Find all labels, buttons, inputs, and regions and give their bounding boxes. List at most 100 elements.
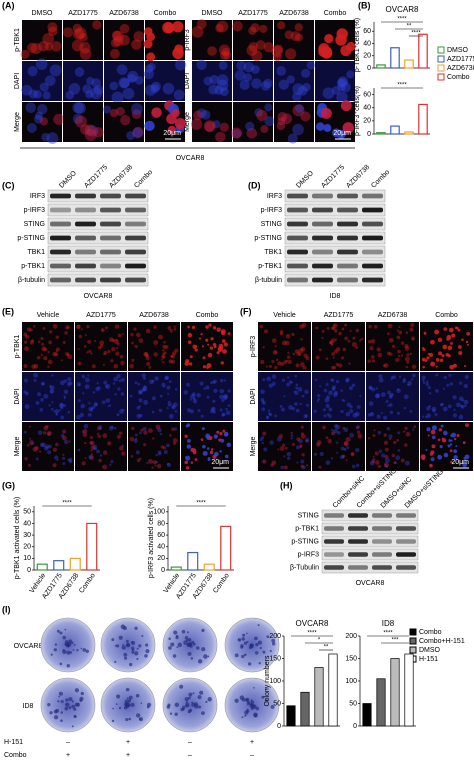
band: [100, 235, 121, 241]
bar: [86, 522, 98, 571]
cell-signal: [216, 430, 220, 434]
cell-signal: [271, 359, 275, 364]
cell-signal: [131, 358, 135, 362]
cell-signal: [299, 444, 303, 448]
cell-signal: [202, 450, 208, 456]
colony: [73, 643, 76, 646]
cell-signal: [185, 424, 189, 428]
cell-signal: [62, 27, 74, 38]
cell-signal: [94, 340, 97, 343]
band: [50, 263, 71, 269]
colony: [141, 634, 144, 638]
bar: [404, 131, 414, 135]
cell-signal: [443, 375, 447, 380]
colony: [241, 716, 244, 719]
cell-signal: [187, 332, 193, 338]
cell-signal: [422, 415, 425, 418]
band: [100, 249, 121, 255]
cell-signal: [199, 381, 204, 386]
cell-signal: [225, 407, 228, 411]
cell-signal: [300, 346, 306, 352]
cell-signal: [453, 437, 457, 441]
cell-signal: [167, 402, 172, 407]
band: [125, 263, 146, 269]
cell-signal: [116, 374, 121, 379]
cell-signal: [72, 28, 85, 41]
cell-signal: [219, 432, 223, 436]
cell-signal: [395, 455, 401, 461]
cell-signal: [170, 355, 173, 358]
cell-signal: [317, 393, 321, 398]
cell-signal: [59, 402, 64, 407]
cell-signal: [300, 433, 306, 439]
cell-signal: [245, 121, 255, 131]
cell-signal: [368, 324, 372, 329]
cell-signal: [343, 441, 349, 446]
colony: [64, 640, 69, 644]
cell-signal: [197, 409, 201, 413]
colony: [145, 643, 149, 647]
cell-signal: [161, 354, 166, 360]
cell-signal: [347, 339, 351, 343]
band: [100, 263, 121, 269]
cell-signal: [332, 323, 338, 329]
cell-signal: [220, 50, 230, 61]
cell-signal: [50, 390, 53, 394]
cell-signal: [55, 409, 60, 414]
cell-signal: [458, 381, 463, 385]
bar: [300, 691, 310, 727]
cell-signal: [47, 359, 53, 365]
cell-signal: [33, 378, 37, 383]
cell-signal: [398, 330, 403, 335]
cell-signal: [78, 32, 88, 42]
cell-signal: [122, 332, 125, 335]
cell-signal: [369, 346, 374, 351]
cell-signal: [77, 448, 81, 452]
cell-signal: [221, 339, 226, 343]
cell-signal: [162, 82, 175, 95]
cell-signal: [297, 387, 303, 392]
cell-signal: [331, 431, 335, 436]
image-cell: [366, 322, 419, 371]
cell-signal: [63, 379, 68, 383]
cell-signal: [90, 87, 103, 100]
colony: [56, 629, 60, 633]
cell-signal: [155, 453, 159, 457]
cell-signal: [396, 411, 400, 415]
cell-signal: [270, 463, 275, 467]
blot-strip: [284, 189, 386, 203]
cell-signal: [331, 365, 335, 370]
colony: [234, 653, 239, 658]
cell-signal: [43, 425, 48, 431]
band: [125, 221, 146, 227]
cell-signal: [402, 379, 406, 383]
colony: [128, 717, 132, 721]
colony: [65, 698, 69, 702]
cell-signal: [194, 348, 198, 352]
cell-signal: [299, 362, 305, 368]
cell-signal: [110, 460, 114, 464]
cell-signal: [259, 324, 264, 329]
cell-signal: [322, 425, 326, 430]
blot-strip: [284, 273, 386, 287]
cell-signal: [298, 438, 303, 444]
treatment-sign: +: [250, 739, 254, 746]
cell-signal: [449, 460, 453, 464]
y-tick-label: 100: [345, 678, 357, 685]
cell-signal: [458, 414, 464, 420]
cell-signal: [89, 455, 94, 461]
column-label: AZD1775: [86, 312, 116, 319]
cell-signal: [448, 373, 452, 377]
cell-signal: [90, 352, 93, 355]
significance: **: [407, 24, 412, 30]
cell-signal: [336, 451, 339, 454]
colony: [82, 648, 87, 652]
cell-signal: [221, 413, 225, 417]
cell-signal: [34, 114, 43, 124]
cell-signal: [33, 325, 36, 328]
cell-signal: [405, 431, 411, 437]
colony: [71, 704, 76, 709]
cell-signal: [332, 356, 335, 359]
chart-title: OVCAR8: [296, 619, 329, 628]
y-tick-label: 0: [161, 567, 165, 574]
